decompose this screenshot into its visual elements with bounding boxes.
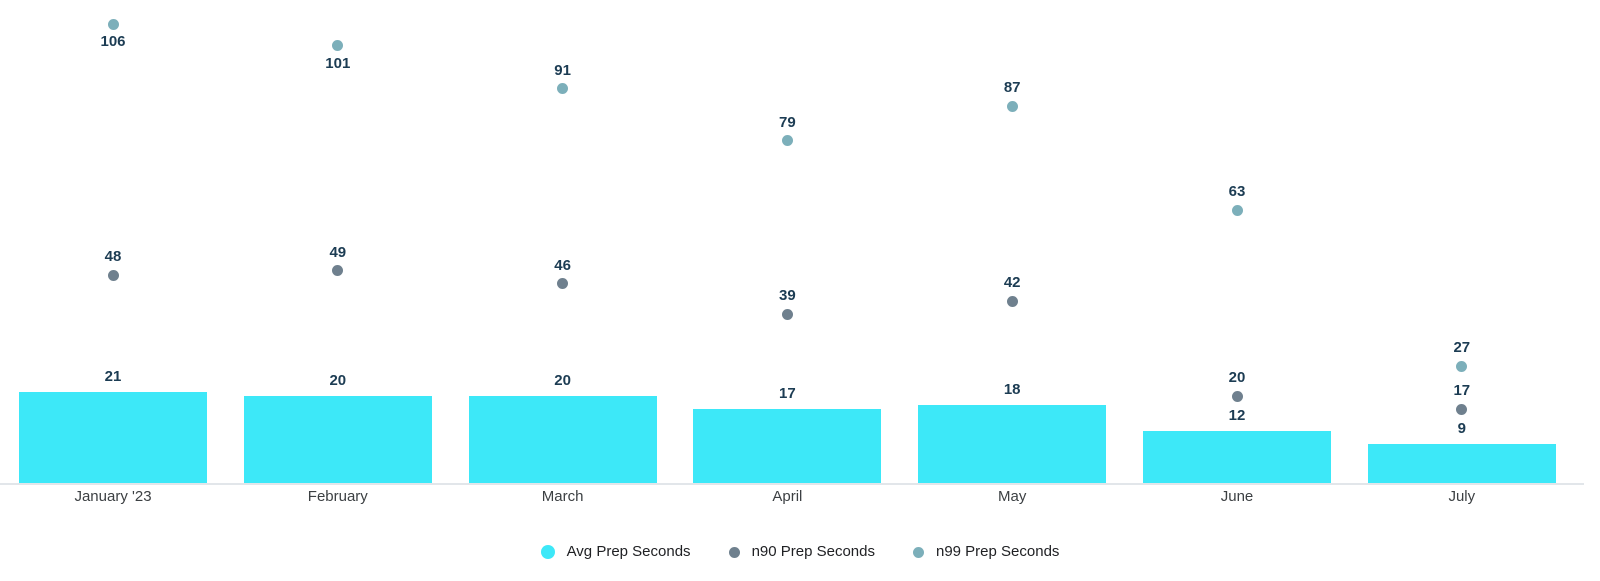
bar-april[interactable] xyxy=(693,409,882,483)
n99-point-july[interactable] xyxy=(1456,360,1468,372)
n99-point-may[interactable] xyxy=(1006,100,1018,112)
n99-value-label-january-23: 106 xyxy=(100,33,126,51)
n90-value-label-june: 20 xyxy=(1228,369,1246,387)
n90-value-label-march: 46 xyxy=(554,256,571,274)
bar-june[interactable] xyxy=(1143,431,1331,483)
n99-point-january-23[interactable] xyxy=(107,18,119,30)
x-axis-line xyxy=(0,483,1584,485)
x-axis-label-july: July xyxy=(1448,488,1476,505)
n90-value-label-january-23: 48 xyxy=(104,248,122,266)
n90-value-label-may: 42 xyxy=(1003,274,1021,292)
n90-point-february[interactable] xyxy=(332,265,344,277)
x-axis-label-march: March xyxy=(541,488,584,505)
n99-point-march[interactable] xyxy=(557,83,569,95)
legend-label-n90-prep-seconds: n90 Prep Seconds xyxy=(751,543,875,560)
n90-point-april[interactable] xyxy=(781,308,793,320)
x-axis-label-january-23: January '23 xyxy=(74,488,152,505)
n90-value-label-february: 49 xyxy=(329,243,347,261)
bar-january-23[interactable] xyxy=(19,392,207,483)
legend-item-n90-prep-seconds[interactable]: n90 Prep Seconds xyxy=(728,543,875,561)
n90-point-may[interactable] xyxy=(1006,295,1018,307)
bar-value-label-february: 20 xyxy=(329,372,347,390)
chart-legend: Avg Prep Seconds n90 Prep Seconds n99 Prep… xyxy=(0,542,1600,562)
n90-point-july[interactable] xyxy=(1456,403,1468,415)
n99-value-label-march: 91 xyxy=(554,61,571,79)
legend-label-n99-prep-seconds: n99 Prep Seconds xyxy=(935,543,1060,560)
x-axis-label-may: May xyxy=(998,488,1027,505)
legend-item-n99-prep-seconds[interactable]: n99 Prep Seconds xyxy=(912,543,1060,561)
n90-point-march[interactable] xyxy=(557,278,569,290)
x-axis-label-april: April xyxy=(772,488,803,505)
legend-item-avg-prep-seconds[interactable]: Avg Prep Seconds xyxy=(540,543,691,561)
legend-swatch-n90-prep-seconds xyxy=(728,546,740,558)
bar-value-label-july: 9 xyxy=(1457,420,1466,438)
n99-value-label-may: 87 xyxy=(1003,79,1021,97)
n99-value-label-june: 63 xyxy=(1228,183,1246,201)
bar-february[interactable] xyxy=(243,396,432,483)
bar-july[interactable] xyxy=(1367,444,1556,483)
bar-value-label-may: 18 xyxy=(1003,381,1021,399)
n90-point-june[interactable] xyxy=(1231,390,1243,402)
n90-point-january-23[interactable] xyxy=(107,269,119,281)
bar-value-label-june: 12 xyxy=(1228,407,1246,425)
bar-value-label-march: 20 xyxy=(554,372,571,390)
n90-value-label-april: 39 xyxy=(779,287,796,305)
bar-march[interactable] xyxy=(468,396,657,483)
bar-value-label-january-23: 21 xyxy=(104,368,122,386)
bar-value-label-april: 17 xyxy=(779,385,796,403)
n99-point-february[interactable] xyxy=(332,40,344,52)
n99-value-label-july: 27 xyxy=(1453,339,1471,357)
n99-value-label-april: 79 xyxy=(779,113,796,131)
legend-label-avg-prep-seconds: Avg Prep Seconds xyxy=(566,543,691,560)
legend-swatch-n99-prep-seconds xyxy=(912,546,924,558)
x-axis-label-june: June xyxy=(1220,488,1254,505)
n90-value-label-july: 17 xyxy=(1453,382,1471,400)
bar-may[interactable] xyxy=(918,405,1107,483)
n99-point-april[interactable] xyxy=(781,135,793,147)
legend-swatch-avg-prep-seconds xyxy=(540,545,555,559)
x-axis-label-february: February xyxy=(307,488,368,505)
n99-value-label-february: 101 xyxy=(325,54,351,72)
n99-point-june[interactable] xyxy=(1231,204,1243,216)
